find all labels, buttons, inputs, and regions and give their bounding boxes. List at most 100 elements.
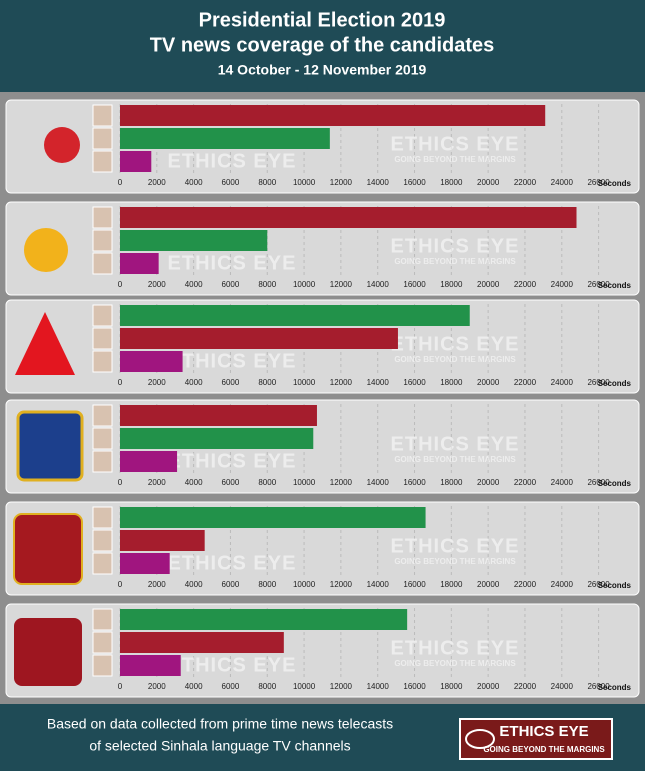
candidate-photo — [92, 304, 113, 327]
x-tick-label: 18000 — [440, 682, 463, 691]
x-tick-label: 10000 — [293, 580, 316, 589]
x-tick-label: 0 — [118, 280, 123, 289]
bar — [120, 553, 170, 574]
x-tick-label: 6000 — [222, 682, 240, 691]
chart-panel: 0 2000 4000 6000 8000 10000 12000 14000 16000 180… — [5, 99, 640, 194]
x-tick-label: 16000 — [403, 580, 426, 589]
x-tick-label: 18000 — [440, 378, 463, 387]
watermark: GOING BEYOND THE MARGINS — [394, 257, 516, 266]
watermark: ETHICS EYE — [168, 350, 297, 372]
x-tick-label: 6000 — [222, 378, 240, 387]
x-tick-label: 6000 — [222, 580, 240, 589]
bar — [120, 655, 181, 676]
candidate-photo — [92, 350, 113, 373]
x-tick-label: 6000 — [222, 478, 240, 487]
x-tick-label: 16000 — [403, 378, 426, 387]
chart-panel: 0 2000 4000 6000 8000 10000 12000 14000 16000 180… — [5, 603, 640, 698]
x-tick-label: 22000 — [514, 378, 537, 387]
candidate-photo — [92, 127, 113, 150]
candidate-photo — [92, 450, 113, 473]
candidate-photo — [92, 150, 113, 173]
x-tick-label: 24000 — [551, 580, 574, 589]
x-tick-label: 4000 — [185, 378, 203, 387]
footer-text: of selected Sinhala language TV channels — [89, 738, 350, 754]
x-axis-label: Seconds — [598, 281, 632, 290]
bar — [120, 428, 314, 449]
candidate-photo — [92, 654, 113, 677]
x-tick-label: 8000 — [258, 378, 276, 387]
x-tick-label: 20000 — [477, 280, 500, 289]
x-tick-label: 26000 — [587, 682, 610, 691]
x-tick-label: 12000 — [330, 682, 353, 691]
x-tick-label: 6000 — [222, 178, 240, 187]
x-tick-label: 8000 — [258, 580, 276, 589]
candidate-photo — [92, 506, 113, 529]
x-tick-label: 2000 — [148, 478, 166, 487]
bar — [120, 351, 183, 372]
date-range: 14 October - 12 November 2019 — [218, 62, 427, 78]
x-tick-label: 24000 — [551, 378, 574, 387]
x-tick-label: 22000 — [514, 682, 537, 691]
x-tick-label: 0 — [118, 580, 123, 589]
brand-tagline: GOING BEYOND THE MARGINS — [483, 745, 605, 754]
watermark: ETHICS EYE — [391, 133, 520, 155]
bar — [120, 530, 205, 551]
bar — [120, 405, 317, 426]
footer-text: Based on data collected from prime time … — [47, 716, 393, 732]
x-tick-label: 10000 — [293, 478, 316, 487]
x-tick-label: 26000 — [587, 580, 610, 589]
subtitle: TV news coverage of the candidates — [150, 34, 495, 56]
candidate-photo — [92, 427, 113, 450]
x-tick-label: 0 — [118, 178, 123, 187]
x-tick-label: 14000 — [367, 682, 390, 691]
bar — [120, 207, 577, 228]
bar — [120, 451, 178, 472]
watermark: ETHICS EYE — [168, 150, 297, 172]
x-tick-label: 6000 — [222, 280, 240, 289]
x-tick-label: 14000 — [367, 178, 390, 187]
x-tick-label: 4000 — [185, 682, 203, 691]
x-tick-label: 12000 — [330, 178, 353, 187]
brand-logo — [459, 718, 613, 760]
brand-name: ETHICS EYE — [499, 723, 588, 740]
candidate-photo — [92, 552, 113, 575]
x-tick-label: 20000 — [477, 682, 500, 691]
candidate-photo — [92, 206, 113, 229]
bar — [120, 305, 470, 326]
x-tick-label: 2000 — [148, 682, 166, 691]
channel-logo — [24, 228, 68, 272]
watermark: GOING BEYOND THE MARGINS — [394, 455, 516, 464]
x-tick-label: 8000 — [258, 682, 276, 691]
x-tick-label: 12000 — [330, 280, 353, 289]
x-tick-label: 16000 — [403, 280, 426, 289]
x-tick-label: 10000 — [293, 682, 316, 691]
watermark: ETHICS EYE — [168, 252, 297, 274]
x-tick-label: 22000 — [514, 580, 537, 589]
x-tick-label: 18000 — [440, 478, 463, 487]
candidate-photo — [92, 404, 113, 427]
title: Presidential Election 2019 — [199, 9, 446, 31]
x-tick-label: 0 — [118, 682, 123, 691]
watermark: GOING BEYOND THE MARGINS — [394, 355, 516, 364]
x-tick-label: 10000 — [293, 280, 316, 289]
channel-logo — [14, 618, 82, 686]
watermark: GOING BEYOND THE MARGINS — [394, 659, 516, 668]
x-tick-label: 10000 — [293, 378, 316, 387]
channel-logo — [13, 513, 83, 585]
x-tick-label: 18000 — [440, 580, 463, 589]
candidate-photo — [92, 252, 113, 275]
x-tick-label: 26000 — [587, 280, 610, 289]
x-tick-label: 4000 — [185, 478, 203, 487]
watermark: ETHICS EYE — [391, 333, 520, 355]
x-tick-label: 14000 — [367, 478, 390, 487]
x-tick-label: 2000 — [148, 580, 166, 589]
x-tick-label: 16000 — [403, 178, 426, 187]
watermark: ETHICS EYE — [391, 235, 520, 257]
x-tick-label: 18000 — [440, 280, 463, 289]
x-tick-label: 24000 — [551, 478, 574, 487]
x-tick-label: 22000 — [514, 478, 537, 487]
x-tick-label: 20000 — [477, 178, 500, 187]
bar — [120, 328, 398, 349]
x-tick-label: 8000 — [258, 280, 276, 289]
